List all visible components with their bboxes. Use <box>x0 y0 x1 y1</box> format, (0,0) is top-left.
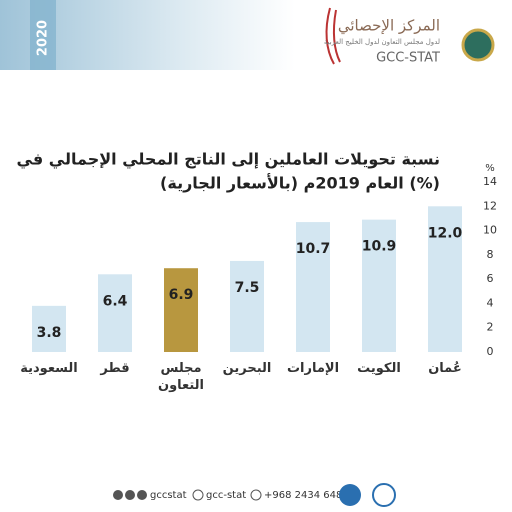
icon <box>125 490 135 500</box>
bar <box>230 260 264 352</box>
y-tick-label: 4 <box>487 296 494 309</box>
chart-title: العام 2019م (بالأسعار الجارية) (%) <box>160 174 440 193</box>
bar <box>98 274 132 352</box>
y-tick-label: 12 <box>483 199 497 212</box>
icon <box>192 489 204 501</box>
x-tick-label: البحرين <box>222 361 272 376</box>
chart-title: نسبة تحويلات العاملين إلى الناتج المحلي … <box>17 150 440 170</box>
y-tick-label: 10 <box>483 224 497 237</box>
bar <box>362 219 396 352</box>
bar <box>296 222 330 352</box>
org-name: المركز الإحصائي <box>338 17 440 36</box>
value-label: 10.7 <box>296 241 331 257</box>
value-label: 6.9 <box>169 287 194 303</box>
icon <box>113 490 123 500</box>
org-short: GCC-STAT <box>376 51 440 66</box>
website: gcc-stat <box>206 490 246 501</box>
y-unit: % <box>485 163 495 174</box>
x-tick-label: السعودية <box>20 361 78 376</box>
icon <box>137 490 147 500</box>
value-label: 3.8 <box>37 325 62 341</box>
value-label: 12.0 <box>428 225 463 241</box>
value-label: 7.5 <box>235 280 260 296</box>
bar <box>428 206 462 352</box>
bar <box>164 268 198 352</box>
icon <box>250 489 262 501</box>
value-label: 6.4 <box>103 293 128 309</box>
x-tick-label: الإمارات <box>286 361 340 376</box>
y-tick-label: 14 <box>483 175 497 188</box>
gcc-emblem <box>461 28 495 62</box>
y-tick-label: 0 <box>487 345 494 358</box>
value-label: 10.9 <box>362 239 397 255</box>
social-handle: gccstat <box>150 490 187 501</box>
x-tick-label: عُمان <box>428 361 462 376</box>
org-subtitle: لدول مجلس التعاون لدول الخليج العربية <box>324 38 440 46</box>
x-tick-label: الكويت <box>357 361 401 376</box>
y-tick-label: 8 <box>487 248 494 261</box>
x-tick-label: مجلس التعاون <box>157 361 205 393</box>
y-tick-label: 2 <box>487 321 494 334</box>
partner-logo <box>372 483 396 507</box>
x-tick-label: قطر <box>100 361 130 376</box>
phone: +968 2434 6482 <box>264 490 349 501</box>
badge-strip <box>30 0 56 70</box>
badge: 2020 <box>36 20 51 56</box>
logo-swirl <box>325 7 341 65</box>
y-tick-label: 6 <box>487 272 494 285</box>
partner-logo <box>339 484 361 506</box>
bar <box>32 305 66 352</box>
